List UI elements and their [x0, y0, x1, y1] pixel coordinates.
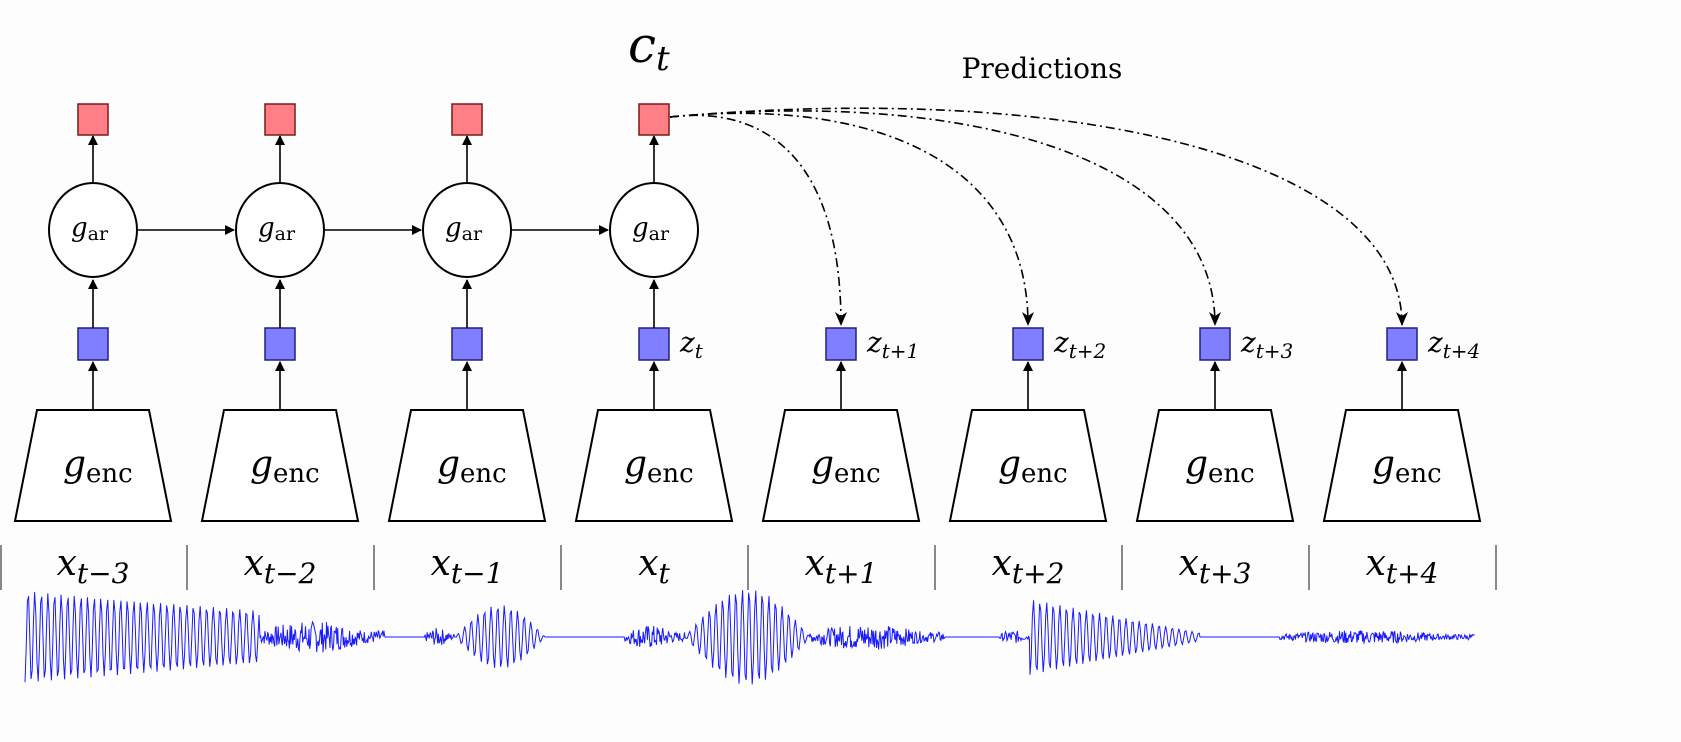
input-label: xt+2 — [992, 543, 1065, 590]
input-label: xt−2 — [244, 543, 317, 590]
encoder-label: genc — [811, 444, 881, 489]
encoder-block — [574, 409, 734, 522]
latent-z — [1199, 327, 1231, 361]
column-1: genc xt−2 gar — [200, 103, 422, 590]
encoder-block — [200, 409, 360, 522]
segment-separators — [0, 545, 1497, 590]
context-c — [77, 103, 109, 136]
encoder-block — [13, 409, 173, 522]
column-4: genc zt+1 xt+1 — [761, 326, 921, 590]
context-c — [264, 103, 296, 136]
latent-z — [1386, 327, 1418, 361]
ar-label: gar — [445, 213, 483, 245]
input-label: xt−3 — [57, 543, 130, 590]
encoder-label: genc — [624, 444, 694, 489]
latent-z — [825, 327, 857, 361]
context-c — [638, 103, 670, 136]
latent-label: zt — [679, 326, 704, 363]
encoder-block — [387, 409, 547, 522]
encoder-block — [1322, 409, 1482, 522]
latent-z — [264, 327, 296, 361]
encoder-label: genc — [437, 444, 507, 489]
encoder-label: genc — [1372, 444, 1442, 489]
predictions-label: Predictions — [962, 52, 1123, 85]
prediction-arrow — [669, 107, 1408, 326]
column-2: genc xt−1 gar — [387, 103, 609, 590]
column-7: genc zt+4 xt+4 — [1322, 326, 1482, 590]
ar-label: gar — [632, 213, 670, 245]
encoder-label: genc — [63, 444, 133, 489]
encoder-block — [761, 409, 921, 522]
encoder-block — [948, 409, 1108, 522]
input-label: xt — [638, 543, 670, 590]
latent-z — [638, 327, 670, 361]
input-label: xt+4 — [1366, 543, 1439, 590]
audio-waveform — [24, 590, 1475, 685]
column-5: genc zt+2 xt+2 — [948, 326, 1108, 590]
prediction-arrows — [669, 107, 1408, 326]
prediction-arrow — [669, 110, 1221, 326]
column-6: genc zt+3 xt+3 — [1135, 326, 1295, 590]
latent-label: zt+2 — [1053, 326, 1106, 363]
ar-label: gar — [258, 213, 296, 245]
latent-z — [1012, 327, 1044, 361]
context-label: ct — [628, 16, 670, 79]
latent-z — [451, 327, 483, 361]
context-c — [451, 103, 483, 136]
prediction-arrow — [669, 114, 847, 326]
column-0: genc xt−3 gar — [13, 103, 235, 590]
input-label: xt−1 — [431, 543, 504, 590]
ar-label: gar — [71, 213, 109, 245]
encoder-label: genc — [998, 444, 1068, 489]
latent-label: zt+3 — [1240, 326, 1293, 363]
input-label: xt+1 — [805, 543, 878, 590]
prediction-arrow — [669, 112, 1034, 326]
latent-z — [77, 327, 109, 361]
encoder-block — [1135, 409, 1295, 522]
input-label: xt+3 — [1179, 543, 1252, 590]
latent-label: zt+4 — [1427, 326, 1480, 363]
encoder-label: genc — [1185, 444, 1255, 489]
latent-label: zt+1 — [866, 326, 919, 363]
encoder-label: genc — [250, 444, 320, 489]
column-3: genc zt xt gar — [574, 103, 734, 590]
